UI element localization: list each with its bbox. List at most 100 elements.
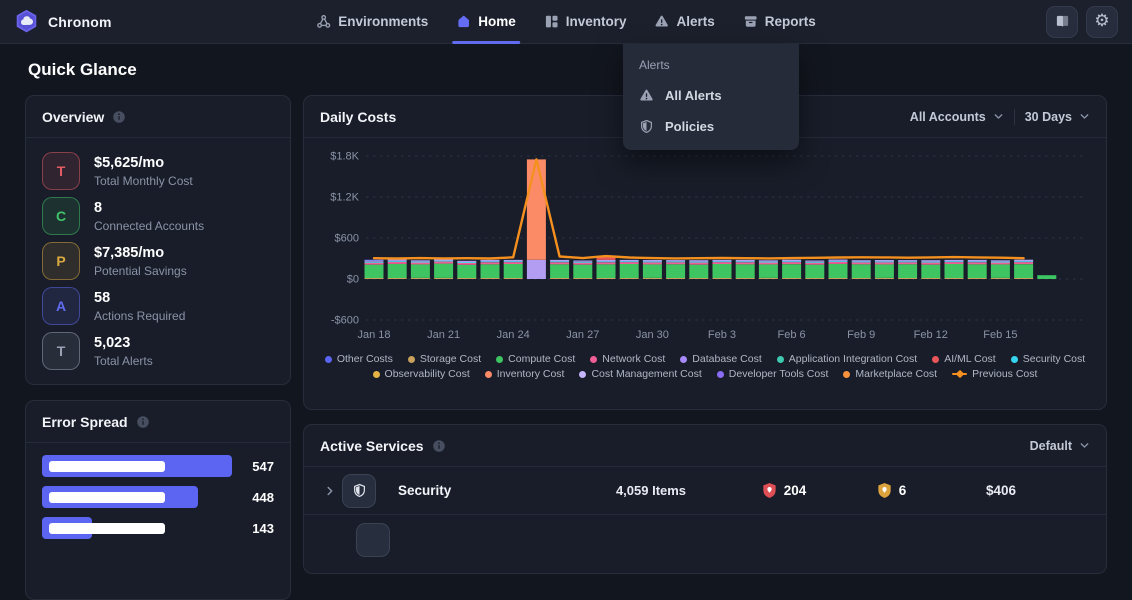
stat-badge: T — [42, 332, 80, 370]
stat-badge: A — [42, 287, 80, 325]
error-bar-label-pill — [49, 522, 165, 534]
nav-item-alerts[interactable]: Alerts — [655, 0, 715, 44]
legend-item[interactable]: Storage Cost — [407, 353, 481, 365]
account-filter-select[interactable]: All Accounts — [910, 110, 1004, 124]
legend-item[interactable]: Security Cost — [1010, 353, 1086, 365]
stat-badge: T — [42, 152, 80, 190]
error-spread-card: Error Spread 547 448 143 — [25, 400, 291, 600]
info-icon[interactable] — [136, 415, 150, 429]
legend-dot — [680, 355, 688, 363]
overview-stat-row: C 8 Connected Accounts — [42, 196, 274, 236]
error-bar-track — [42, 486, 232, 508]
legend-dot — [484, 370, 492, 378]
range-filter-select[interactable]: 30 Days — [1025, 110, 1090, 124]
menu-item-all-alerts[interactable]: All Alerts — [623, 80, 799, 111]
legend-item[interactable]: Developer Tools Cost — [716, 368, 828, 380]
brand[interactable]: Chronom — [14, 9, 112, 34]
legend-dot — [590, 355, 598, 363]
legend-item[interactable]: Previous Cost — [952, 368, 1037, 380]
stat-text: 8 Connected Accounts — [94, 199, 204, 234]
info-icon[interactable] — [432, 439, 446, 453]
svg-text:Feb 15: Feb 15 — [983, 329, 1017, 341]
reports-icon — [743, 14, 758, 29]
overview-stat-row: P $7,385/mo Potential Savings — [42, 241, 274, 281]
legend-item[interactable]: Network Cost — [590, 353, 665, 365]
service-warning-count: 6 — [841, 482, 941, 499]
legend-item[interactable]: Application Integration Cost — [776, 353, 918, 365]
error-bar-value: 448 — [252, 489, 274, 505]
docs-button[interactable] — [1046, 5, 1078, 38]
stat-text: 58 Actions Required — [94, 289, 185, 324]
legend-item[interactable]: Observability Cost — [372, 368, 470, 380]
menu-item-label: Policies — [665, 119, 715, 134]
daily-costs-card: Daily Costs All Accounts 30 Days $1.8K $1… — [303, 95, 1107, 410]
legend-item[interactable]: Compute Cost — [496, 353, 575, 365]
menu-item-label: All Alerts — [665, 88, 722, 103]
service-icon-box — [342, 473, 376, 508]
service-critical-count: 204 — [726, 482, 841, 499]
error-spread-row: 547 — [42, 455, 274, 477]
active-services-title: Active Services — [320, 437, 424, 454]
grid-icon — [544, 14, 559, 29]
error-spread-row: 448 — [42, 486, 274, 508]
chevron-down-icon — [993, 111, 1004, 122]
legend-label: Security Cost — [1022, 353, 1086, 365]
alerts-menu-title: Alerts — [639, 58, 670, 72]
legend-dot — [843, 370, 851, 378]
stat-value: $7,385/mo — [94, 244, 165, 261]
range-filter-value: 30 Days — [1024, 109, 1072, 124]
legend-label: Inventory Cost — [496, 368, 565, 380]
nav-actions: ⚙ — [1046, 5, 1118, 38]
nav-item-environments[interactable]: Environments — [316, 0, 428, 44]
legend-dot — [496, 355, 504, 363]
active-underline — [452, 41, 520, 44]
legend-dot — [1010, 355, 1018, 363]
service-cost: $406 — [985, 483, 1017, 498]
error-spread-title: Error Spread — [42, 413, 128, 430]
legend-item[interactable]: Other Costs — [324, 353, 393, 365]
legend-item[interactable]: Inventory Cost — [484, 368, 565, 380]
legend-dot — [579, 370, 587, 378]
svg-text:$600: $600 — [335, 233, 359, 245]
legend-item[interactable]: AI/ML Cost — [932, 353, 996, 365]
legend-item[interactable]: Marketplace Cost — [843, 368, 937, 380]
sort-filter-select[interactable]: Default — [1030, 439, 1090, 453]
nav-item-reports[interactable]: Reports — [743, 0, 816, 44]
svg-text:Jan 30: Jan 30 — [636, 329, 669, 341]
chevron-down-icon — [1079, 440, 1090, 451]
legend-label: Cost Management Cost — [591, 368, 702, 380]
nav-item-label: Reports — [764, 14, 816, 29]
error-bar-track — [42, 455, 232, 477]
legend-item[interactable]: Database Cost — [680, 353, 762, 365]
settings-button[interactable]: ⚙ — [1086, 5, 1118, 38]
stat-label: Connected Accounts — [94, 218, 205, 233]
menu-item-policies[interactable]: Policies — [623, 111, 799, 142]
legend-dot — [324, 355, 332, 363]
error-bar-value: 143 — [252, 520, 274, 536]
error-bar-label-pill — [49, 460, 165, 472]
stat-value: 5,023 — [94, 334, 131, 351]
svg-text:$0: $0 — [347, 274, 359, 286]
svg-text:Jan 18: Jan 18 — [357, 329, 390, 341]
service-row-security[interactable]: Security 4,059 Items 204 6 $406 — [304, 467, 1106, 515]
info-icon[interactable] — [112, 110, 126, 124]
legend-label: Network Cost — [602, 353, 666, 365]
chevron-right-icon[interactable] — [318, 485, 342, 497]
legend-label: Application Integration Cost — [788, 353, 918, 365]
stat-text: $7,385/mo Potential Savings — [94, 244, 187, 279]
daily-costs-chart[interactable]: $1.8K $1.2K $600 $0 -$600 Jan 18 Jan 21 Jan 24 J… — [312, 141, 1098, 352]
top-navbar: Chronom Environments Home Inventory Aler… — [0, 0, 1132, 44]
legend-label: Other Costs — [336, 353, 393, 365]
legend-item[interactable]: Cost Management Cost — [579, 368, 702, 380]
nav-item-home[interactable]: Home — [452, 0, 520, 44]
error-bar-track — [42, 517, 232, 539]
account-filter-value: All Accounts — [909, 109, 986, 124]
service-row-partial[interactable] — [304, 515, 1106, 557]
gear-icon: ⚙ — [1094, 11, 1110, 31]
svg-text:Feb 12: Feb 12 — [914, 329, 948, 341]
nav-item-inventory[interactable]: Inventory — [544, 0, 627, 44]
critical-shield-icon — [761, 482, 778, 499]
stat-value: $5,625/mo — [94, 154, 165, 171]
shield-icon — [639, 119, 654, 134]
stat-text: $5,625/mo Total Monthly Cost — [94, 154, 193, 189]
